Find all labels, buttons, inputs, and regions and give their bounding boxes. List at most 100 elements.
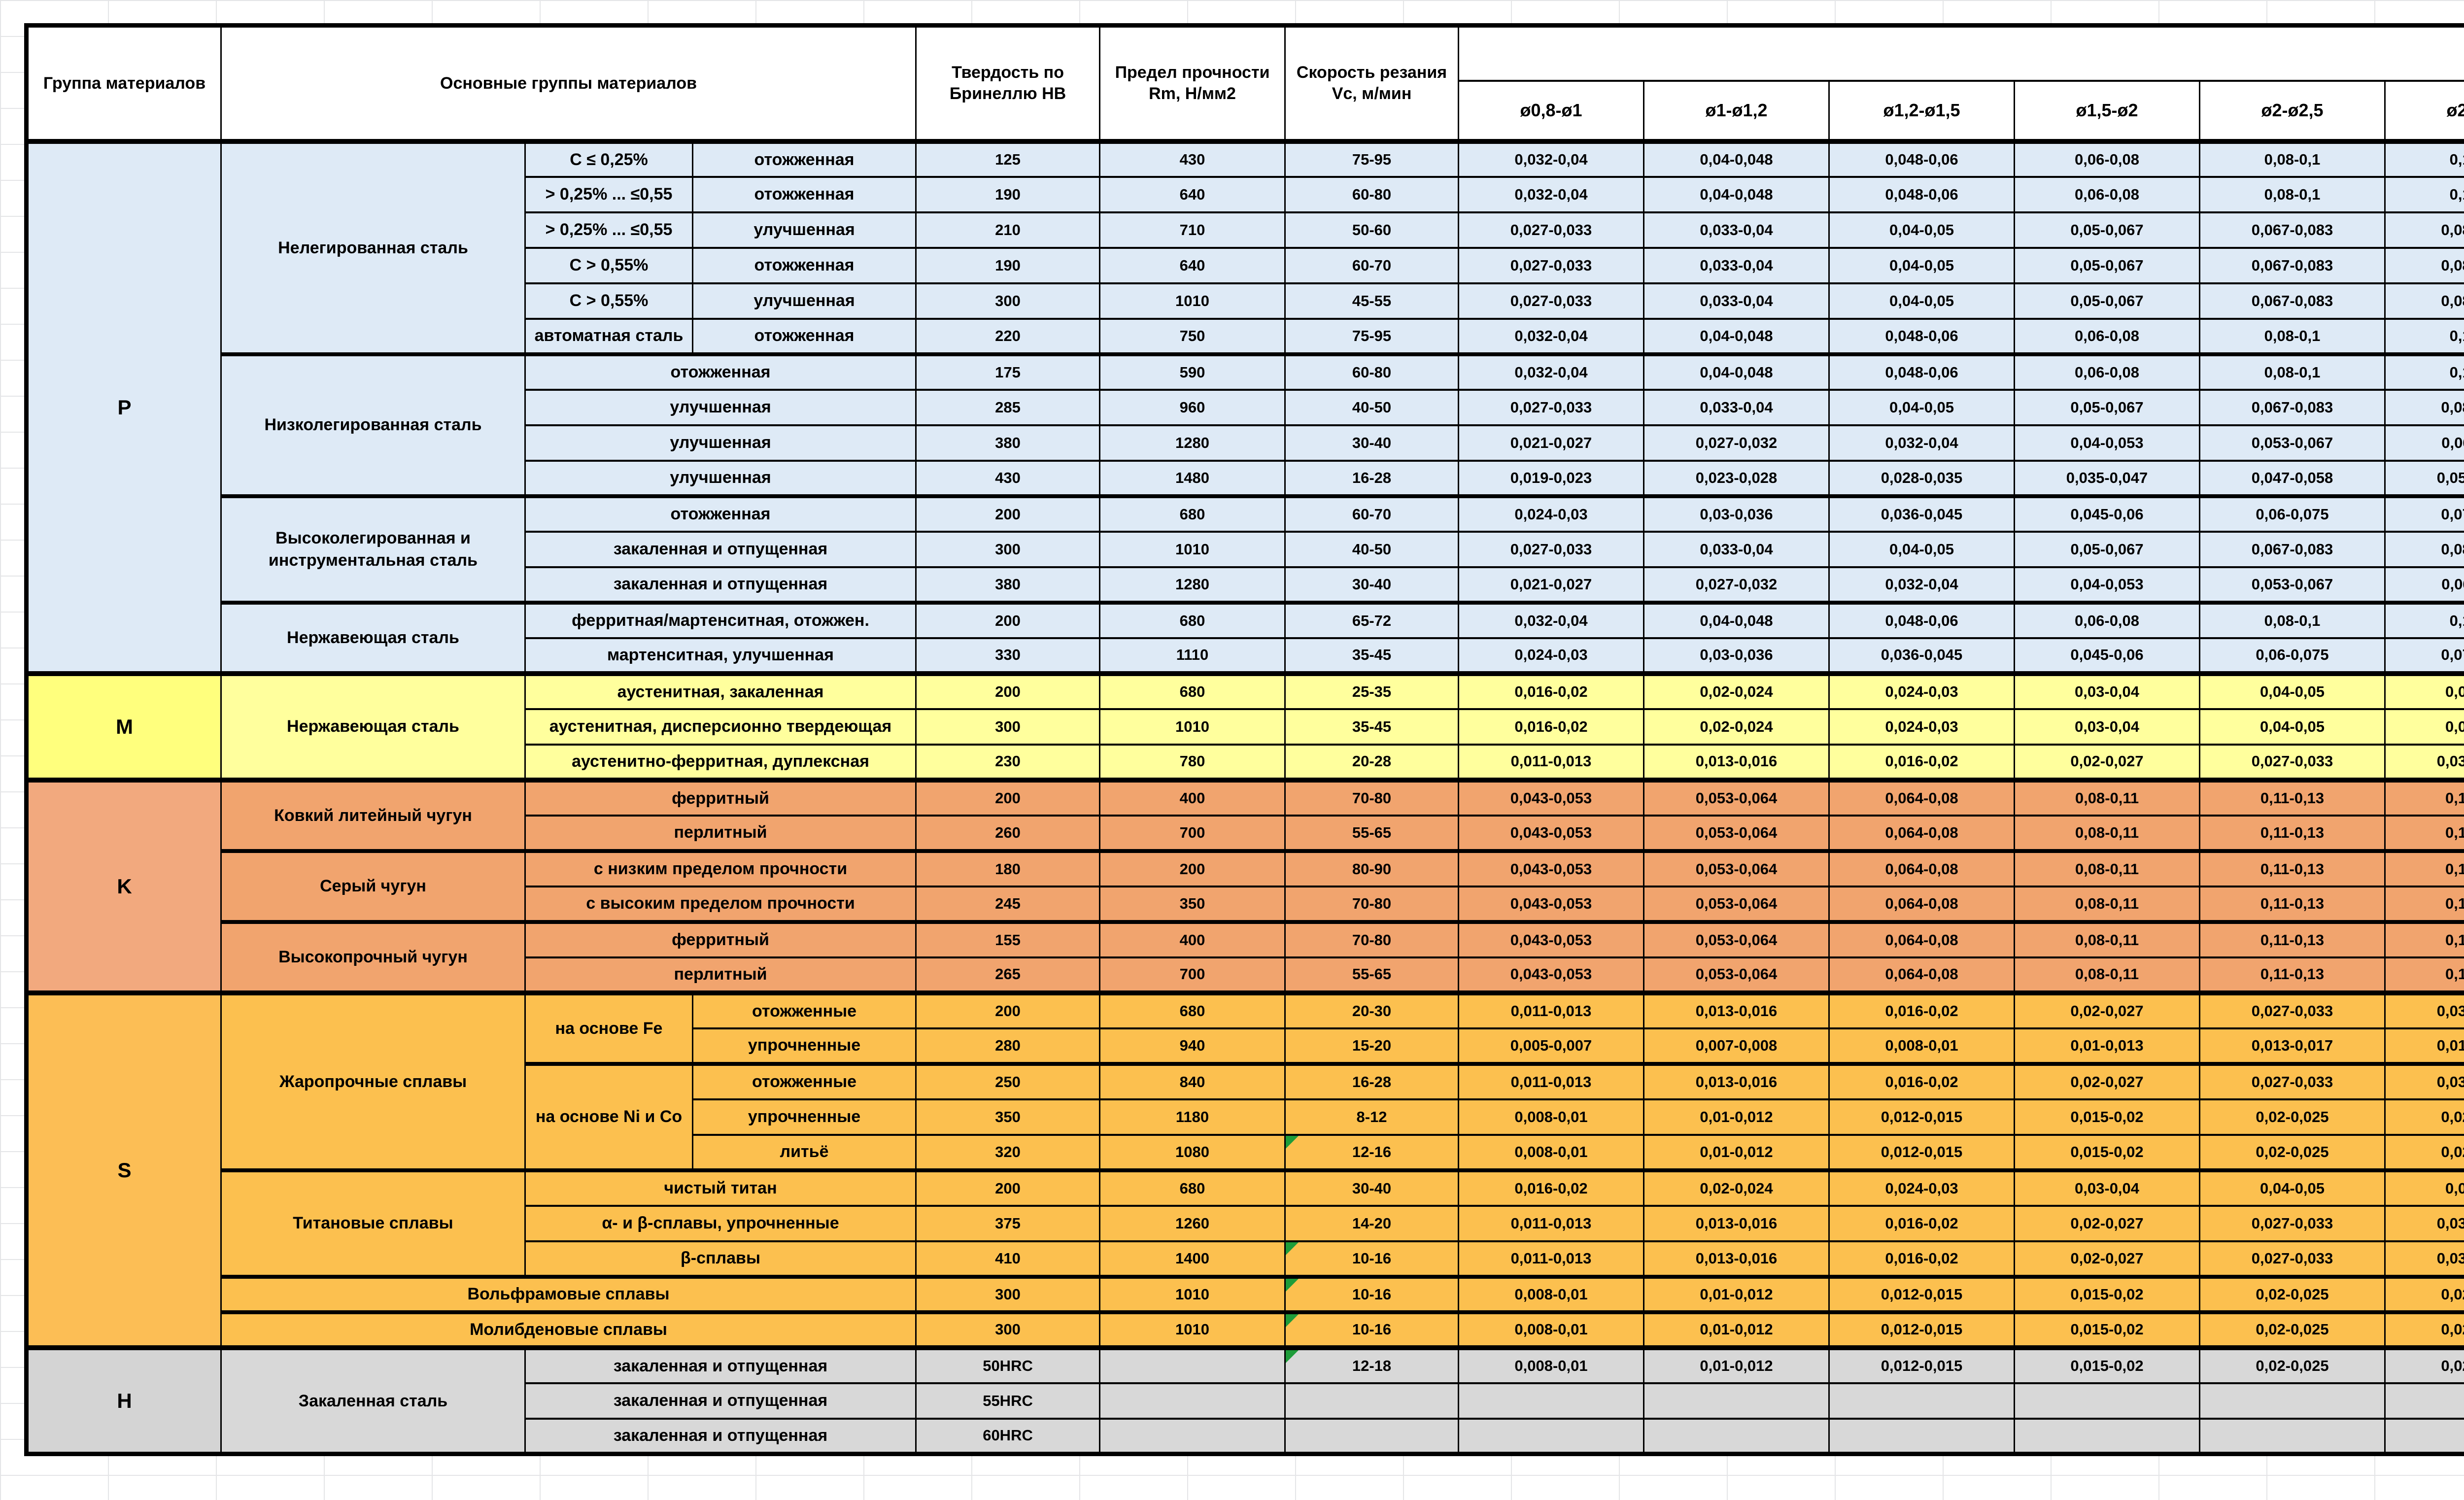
feed-value-cell[interactable]: 0,032-0,04 [1828, 566, 2016, 604]
feed-value-cell[interactable]: 0,016-0,02 [1458, 671, 1645, 710]
strength-cell[interactable] [1099, 1382, 1286, 1420]
feed-value-cell[interactable]: 0,01-0,012 [1643, 1133, 1830, 1171]
feed-value-cell[interactable]: 0,033-0,04 [1643, 211, 1830, 249]
strength-cell[interactable]: 1280 [1099, 566, 1286, 604]
strength-cell[interactable]: 1010 [1099, 1274, 1286, 1313]
feed-value-cell[interactable]: 0,008-0,01 [1458, 1310, 1645, 1349]
treatment-cell[interactable]: с низким пределом прочности [524, 849, 917, 887]
feed-value-cell[interactable]: 0,075-0,12 [2384, 494, 2464, 533]
group-cell[interactable]: S [26, 990, 222, 1349]
feed-value-cell[interactable]: 0,03-0,04 [2014, 708, 2201, 746]
feed-value-cell[interactable]: 0,016-0,02 [1828, 1204, 2016, 1242]
hardness-cell[interactable]: 200 [915, 990, 1101, 1029]
feed-value-cell[interactable] [1458, 1417, 1645, 1455]
col-header-cutting-speed[interactable]: Скорость резания Vc, м/мин [1284, 24, 1460, 142]
treatment-cell[interactable]: улучшенная [691, 282, 917, 320]
hardness-cell[interactable]: 200 [915, 600, 1101, 639]
feed-value-cell[interactable]: 0,033-0,053 [2384, 1061, 2464, 1100]
feed-value-cell[interactable]: 0,1-0,16 [2384, 138, 2464, 178]
feed-value-cell[interactable]: 0,013-0,016 [1643, 743, 1830, 781]
feed-value-cell[interactable]: 0,032-0,04 [1458, 600, 1645, 639]
feed-value-cell[interactable]: 0,04-0,05 [1828, 211, 2016, 249]
feed-value-cell[interactable]: 0,015-0,02 [2014, 1345, 2201, 1384]
cutting-speed-cell[interactable]: 55-65 [1284, 814, 1460, 852]
cutting-speed-cell[interactable]: 35-45 [1284, 708, 1460, 746]
feed-value-cell[interactable]: 0,027-0,033 [2199, 743, 2386, 781]
feed-value-cell[interactable]: 0,033-0,04 [1643, 388, 1830, 426]
col-header-diameter[interactable]: ø2,5-ø4 [2384, 79, 2464, 143]
cutting-speed-cell[interactable]: 14-20 [1284, 1204, 1460, 1242]
feed-value-cell[interactable]: 0,064-0,08 [1828, 814, 2016, 852]
feed-value-cell[interactable]: 0,023-0,028 [1643, 459, 1830, 497]
feed-value-cell[interactable]: 0,08-0,1 [2199, 317, 2386, 355]
hardness-cell[interactable]: 125 [915, 138, 1101, 178]
feed-value-cell[interactable]: 0,008-0,01 [1828, 1027, 2016, 1065]
hardness-cell[interactable]: 210 [915, 211, 1101, 249]
cutting-speed-cell[interactable]: 70-80 [1284, 920, 1460, 958]
feed-value-cell[interactable]: 0,008-0,01 [1458, 1345, 1645, 1384]
strength-cell[interactable]: 640 [1099, 175, 1286, 213]
feed-value-cell[interactable]: 0,08-0,1 [2199, 600, 2386, 639]
treatment-cell[interactable]: улучшенная [524, 424, 917, 462]
feed-value-cell[interactable]: 0,05-0,067 [2014, 282, 2201, 320]
hardness-cell[interactable]: 155 [915, 920, 1101, 958]
cutting-speed-cell[interactable]: 60-80 [1284, 175, 1460, 213]
subgroup-cell[interactable]: Высоколегированная и инструментальная ст… [220, 494, 526, 604]
feed-value-cell[interactable]: 0,064-0,08 [1828, 777, 2016, 817]
treatment-cell[interactable]: β-сплавы [524, 1240, 917, 1278]
subgroup-cell[interactable]: Высокопрочный чугун [220, 920, 526, 994]
feed-value-cell[interactable]: 0,04-0,053 [2014, 566, 2201, 604]
feed-value-cell[interactable]: 0,1-0,16 [2384, 175, 2464, 213]
feed-value-cell[interactable]: 0,016-0,02 [1828, 1061, 2016, 1100]
feed-value-cell[interactable]: 0,027-0,033 [2199, 990, 2386, 1029]
feed-value-cell[interactable]: 0,13-0,21 [2384, 956, 2464, 994]
group-cell[interactable]: K [26, 777, 222, 994]
feed-value-cell[interactable]: 0,01-0,012 [1643, 1345, 1830, 1384]
col-header-main-groups[interactable]: Основные группы материалов [220, 24, 917, 142]
feed-value-cell[interactable]: 0,03-0,036 [1643, 637, 1830, 675]
feed-value-cell[interactable]: 0,05-0,067 [2014, 388, 2201, 426]
feed-value-cell[interactable]: 0,08-0,11 [2014, 814, 2201, 852]
hardness-cell[interactable]: 265 [915, 956, 1101, 994]
feed-value-cell[interactable]: 0,11-0,13 [2199, 885, 2386, 923]
cutting-speed-cell[interactable]: 30-40 [1284, 424, 1460, 462]
feed-value-cell[interactable]: 0,013-0,016 [1643, 1240, 1830, 1278]
strength-cell[interactable]: 780 [1099, 743, 1286, 781]
feed-value-cell[interactable]: 0,033-0,053 [2384, 1204, 2464, 1242]
feed-value-cell[interactable]: 0,033-0,04 [1643, 246, 1830, 284]
feed-value-cell[interactable]: 0,058-0,093 [2384, 459, 2464, 497]
feed-value-cell[interactable]: 0,019-0,023 [1458, 459, 1645, 497]
feed-value-cell[interactable] [2384, 1382, 2464, 1420]
feed-value-cell[interactable]: 0,053-0,064 [1643, 885, 1830, 923]
feed-value-cell[interactable]: 0,02-0,027 [2014, 743, 2201, 781]
feed-value-cell[interactable]: 0,016-0,02 [1458, 1168, 1645, 1207]
treatment-cell[interactable]: мартенситная, улучшенная [524, 637, 917, 675]
col-header-diameter[interactable]: ø0,8-ø1 [1458, 79, 1645, 143]
feed-value-cell[interactable]: 0,06-0,08 [2014, 352, 2201, 391]
feed-value-cell[interactable]: 0,06-0,08 [2014, 175, 2201, 213]
feed-value-cell[interactable]: 0,027-0,033 [1458, 388, 1645, 426]
strength-cell[interactable]: 1260 [1099, 1204, 1286, 1242]
cutting-speed-cell[interactable]: 10-16 [1284, 1274, 1460, 1313]
feed-value-cell[interactable]: 0,01-0,012 [1643, 1310, 1830, 1349]
feed-value-cell[interactable]: 0,011-0,013 [1458, 1240, 1645, 1278]
hardness-cell[interactable]: 190 [915, 175, 1101, 213]
feed-value-cell[interactable]: 0,05-0,067 [2014, 530, 2201, 568]
feed-value-cell[interactable]: 0,048-0,06 [1828, 600, 2016, 639]
strength-cell[interactable] [1099, 1345, 1286, 1384]
feed-value-cell[interactable]: 0,027-0,033 [2199, 1240, 2386, 1278]
feed-value-cell[interactable]: 0,03-0,04 [2014, 671, 2201, 710]
feed-value-cell[interactable]: 0,012-0,015 [1828, 1345, 2016, 1384]
feed-value-cell[interactable]: 0,043-0,053 [1458, 920, 1645, 958]
feed-value-cell[interactable]: 0,06-0,075 [2199, 637, 2386, 675]
group-cell[interactable]: M [26, 671, 222, 781]
feed-value-cell[interactable]: 0,04-0,05 [1828, 282, 2016, 320]
hardness-cell[interactable]: 380 [915, 566, 1101, 604]
feed-value-cell[interactable]: 0,067-0,083 [2199, 388, 2386, 426]
feed-value-cell[interactable]: 0,02-0,024 [1643, 1168, 1830, 1207]
feed-value-cell[interactable]: 0,05-0,067 [2014, 211, 2201, 249]
feed-value-cell[interactable]: 0,016-0,02 [1458, 708, 1645, 746]
feed-value-cell[interactable]: 0,064-0,08 [1828, 956, 2016, 994]
treatment-cell[interactable]: α- и β-сплавы, упрочненные [524, 1204, 917, 1242]
strength-cell[interactable]: 710 [1099, 211, 1286, 249]
